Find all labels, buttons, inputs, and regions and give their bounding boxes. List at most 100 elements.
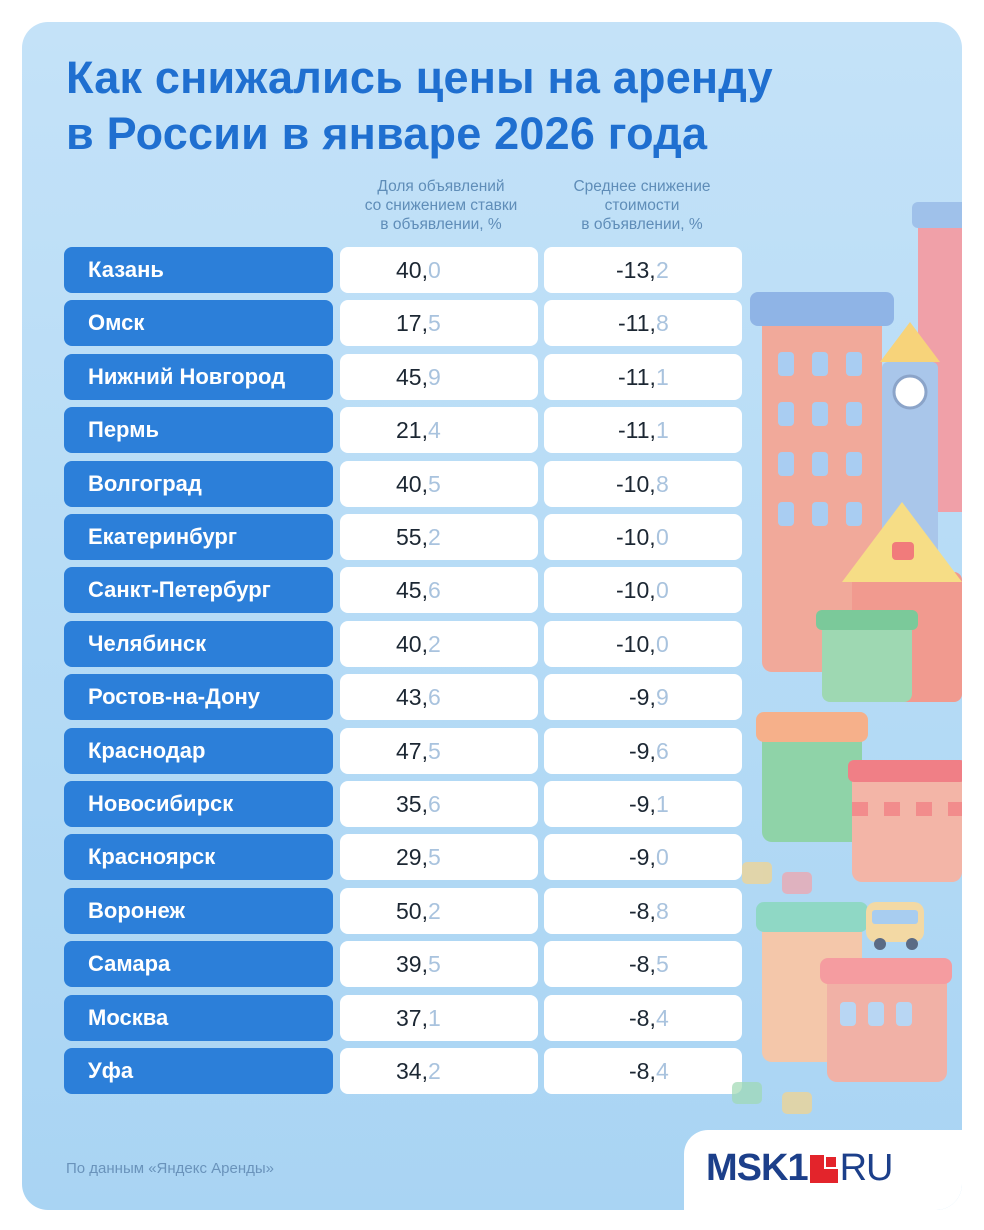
drop-cell: -9, 1 <box>544 781 742 827</box>
share-decimal-part: 1 <box>428 1004 441 1031</box>
house-green <box>822 622 912 702</box>
table-row: Красноярск 29, 5 -9, 0 <box>64 834 744 881</box>
share-integer-part: 40, <box>396 257 428 283</box>
source-note: По данным «Яндекс Аренды» <box>66 1160 275 1177</box>
drop-decimal-part: 8 <box>656 897 669 924</box>
drop-cell: -10, 0 <box>544 514 742 560</box>
share-cell: 47, 5 <box>340 727 538 774</box>
drop-integer-part: -8, <box>629 951 656 978</box>
logo-suffix: RU <box>839 1147 894 1189</box>
share-decimal-part: 5 <box>428 310 441 337</box>
house-mint <box>762 732 862 842</box>
table-row: Санкт-Петербург 45, 6 -10, 0 <box>64 567 744 614</box>
drop-integer-part: -9, <box>629 684 656 711</box>
share-decimal-part: 2 <box>428 630 441 657</box>
column-header-share-line: в объявлении, % <box>380 216 502 233</box>
drop-integer-part: -9, <box>629 844 656 871</box>
table-row: Волгоград 40, 5 -10, 8 <box>64 460 744 507</box>
city-label: Новосибирск <box>64 781 333 827</box>
share-cell: 40, 0 <box>340 247 538 293</box>
drop-cell: -8, 4 <box>544 1048 742 1094</box>
drop-decimal-part: 1 <box>656 791 669 817</box>
drop-decimal-part: 4 <box>656 1004 669 1031</box>
clock-icon <box>892 374 928 410</box>
share-decimal-part: 6 <box>428 684 441 711</box>
share-decimal-part: 6 <box>428 791 441 817</box>
city-label: Волгоград <box>64 460 333 507</box>
table-row: Краснодар 47, 5 -9, 6 <box>64 727 744 774</box>
share-decimal-part: 5 <box>428 951 441 978</box>
drop-cell: -11, 1 <box>544 407 742 454</box>
share-decimal-part: 4 <box>428 417 441 444</box>
city-label: Самара <box>64 941 333 988</box>
table-row: Казань 40, 0 -13, 2 <box>64 247 744 293</box>
city-label: Нижний Новгород <box>64 353 333 400</box>
drop-cell: -8, 8 <box>544 887 742 934</box>
drop-integer-part: -11, <box>618 363 656 390</box>
table-row: Челябинск 40, 2 -10, 0 <box>64 620 744 667</box>
drop-integer-part: -10, <box>616 630 656 657</box>
drop-decimal-part: 0 <box>656 577 669 604</box>
drop-integer-part: -13, <box>616 257 656 283</box>
share-cell: 45, 6 <box>340 567 538 614</box>
drop-decimal-part: 2 <box>656 257 669 283</box>
drop-decimal-part: 6 <box>656 737 669 764</box>
toy-city-illustration <box>732 202 962 1114</box>
table-row: Пермь 21, 4 -11, 1 <box>64 407 744 454</box>
drop-decimal-part: 1 <box>656 363 669 390</box>
column-header-share-line: Доля объявлений <box>377 178 505 195</box>
drop-cell: -11, 1 <box>544 353 742 400</box>
title-line-1: Как снижались цены на аренду <box>66 52 773 103</box>
share-decimal-part: 5 <box>428 844 441 871</box>
share-cell: 50, 2 <box>340 887 538 934</box>
column-header-drop: Среднее снижение стоимости в объявлении,… <box>542 177 742 234</box>
share-integer-part: 43, <box>396 684 428 711</box>
drop-integer-part: -11, <box>618 417 656 444</box>
share-decimal-part: 6 <box>428 577 441 604</box>
city-label: Ростов-на-Дону <box>64 674 333 721</box>
table-row: Москва 37, 1 -8, 4 <box>64 994 744 1041</box>
drop-decimal-part: 5 <box>656 951 669 978</box>
city-label: Воронеж <box>64 887 333 934</box>
drop-decimal-part: 4 <box>656 1058 669 1084</box>
column-header-drop-line: стоимости <box>604 197 680 214</box>
table-row: Новосибирск 35, 6 -9, 1 <box>64 781 744 827</box>
share-cell: 40, 5 <box>340 460 538 507</box>
drop-cell: -10, 0 <box>544 620 742 667</box>
drop-decimal-part: 8 <box>656 310 669 337</box>
share-cell: 39, 5 <box>340 941 538 988</box>
share-cell: 21, 4 <box>340 407 538 454</box>
drop-integer-part: -10, <box>616 524 656 550</box>
share-cell: 17, 5 <box>340 300 538 347</box>
table-row: Воронеж 50, 2 -8, 8 <box>64 887 744 934</box>
share-integer-part: 17, <box>396 310 428 337</box>
share-decimal-part: 9 <box>428 363 441 390</box>
drop-cell: -10, 0 <box>544 567 742 614</box>
column-header-drop-line: Среднее снижение <box>573 178 711 195</box>
building-roof <box>750 292 894 326</box>
city-label: Уфа <box>64 1048 333 1094</box>
share-integer-part: 37, <box>396 1004 428 1031</box>
table-row: Уфа 34, 2 -8, 4 <box>64 1048 744 1094</box>
house-bottom-right <box>827 972 947 1082</box>
drop-decimal-part: 0 <box>656 844 669 871</box>
share-integer-part: 40, <box>396 470 428 497</box>
drop-integer-part: -10, <box>616 577 656 604</box>
column-header-share-line: со снижением ставки <box>364 197 518 214</box>
share-decimal-part: 0 <box>428 257 441 283</box>
share-decimal-part: 2 <box>428 897 441 924</box>
drop-cell: -8, 4 <box>544 994 742 1041</box>
drop-integer-part: -8, <box>629 1058 656 1084</box>
logo-main: MSK1 <box>706 1147 809 1189</box>
drop-cell: -8, 5 <box>544 941 742 988</box>
city-label: Санкт-Петербург <box>64 567 333 614</box>
infographic-card: Как снижались цены на аренду в России в … <box>22 22 962 1210</box>
table-row: Самара 39, 5 -8, 5 <box>64 941 744 988</box>
share-decimal-part: 2 <box>428 1058 441 1084</box>
city-label: Челябинск <box>64 620 333 667</box>
share-cell: 29, 5 <box>340 834 538 881</box>
drop-cell: -10, 8 <box>544 460 742 507</box>
share-decimal-part: 5 <box>428 470 441 497</box>
share-integer-part: 45, <box>396 363 428 390</box>
share-cell: 35, 6 <box>340 781 538 827</box>
